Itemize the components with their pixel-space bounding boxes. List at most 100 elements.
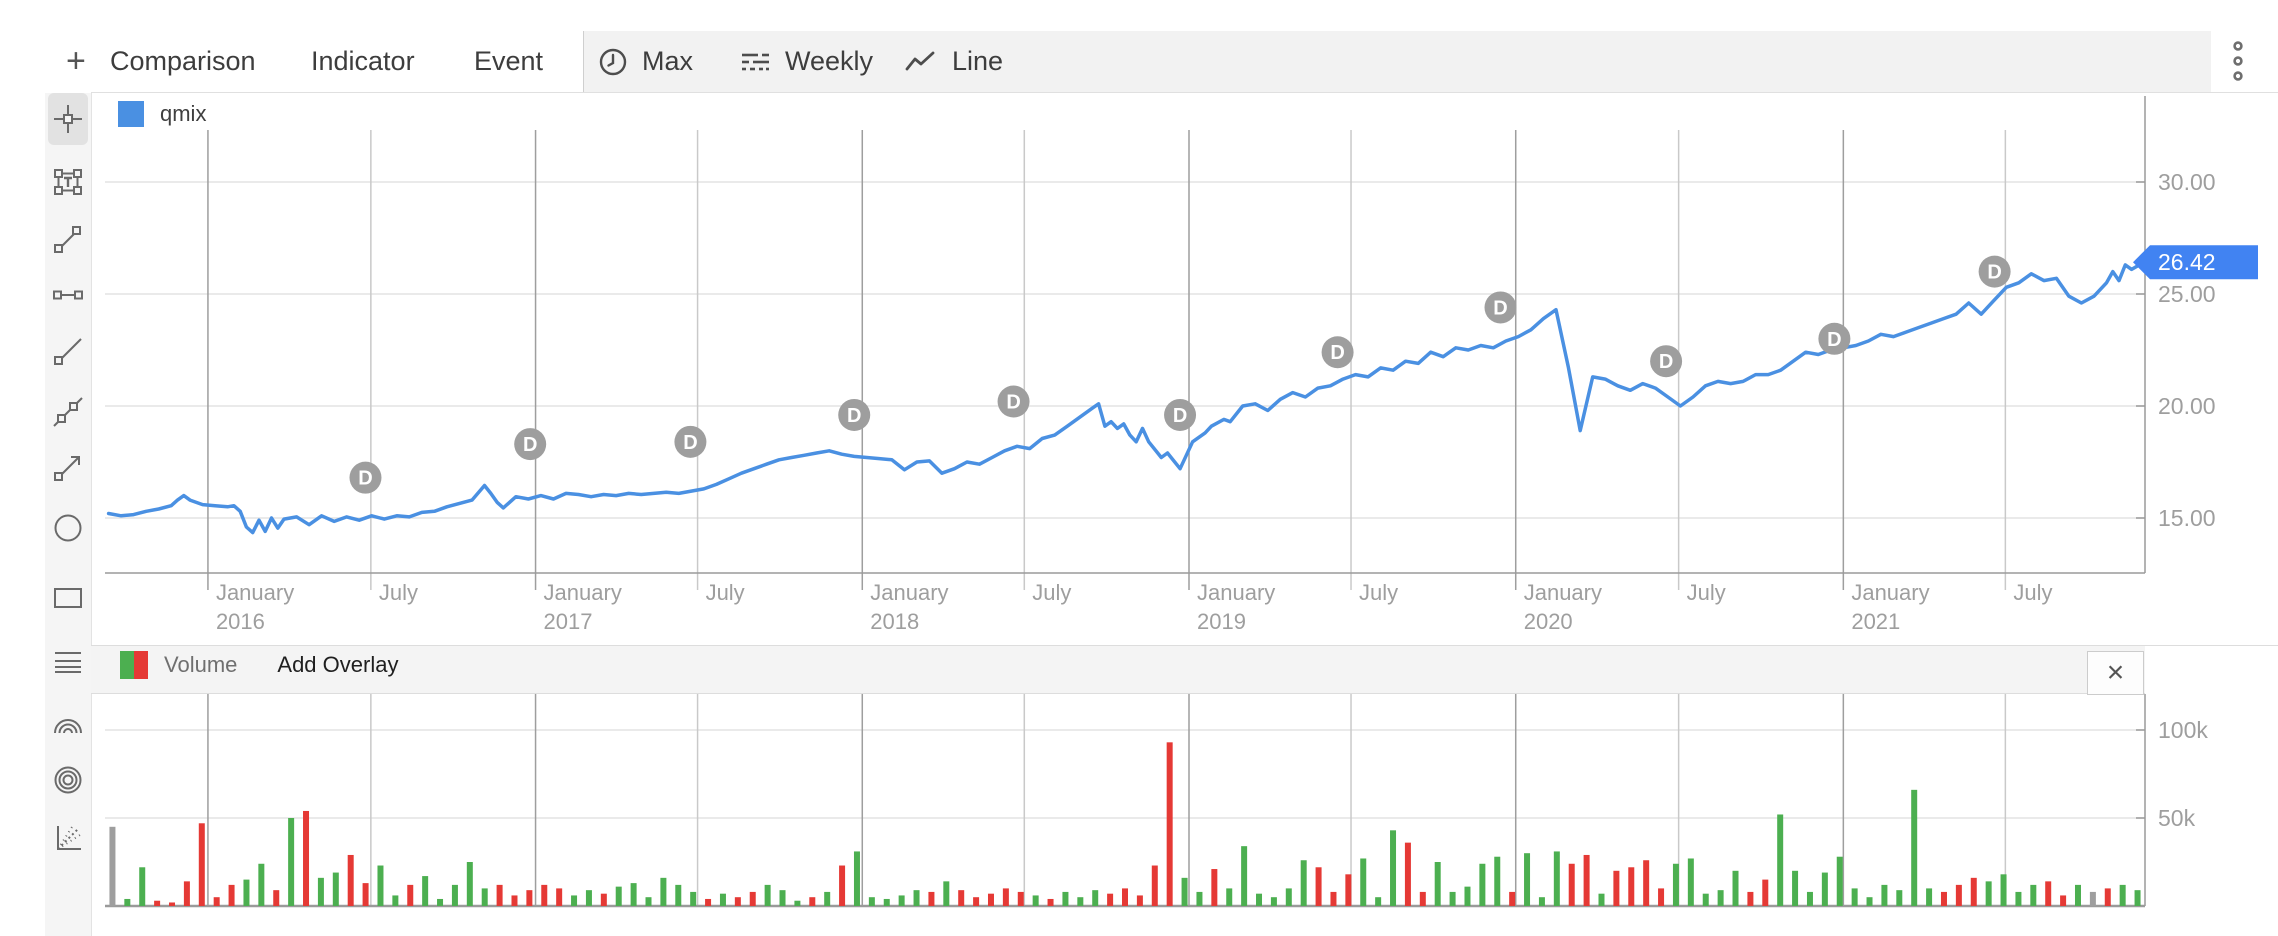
add-overlay-button[interactable]: Add Overlay <box>277 652 399 677</box>
last-price-badge <box>2133 245 2258 280</box>
kebab-menu-icon[interactable] <box>2220 38 2256 86</box>
tool-text-annotation[interactable] <box>48 160 88 204</box>
volume-bar <box>660 877 667 906</box>
chart-type-button[interactable]: Line <box>904 31 1003 92</box>
dividend-marker-letter: D <box>683 432 697 454</box>
volume-bar <box>109 826 116 906</box>
tool-fibonacci-arcs[interactable] <box>48 701 88 745</box>
volume-bar <box>437 898 444 906</box>
date-axis-tick-label: July <box>1359 580 1399 605</box>
tool-horizontal-segment[interactable] <box>48 273 88 317</box>
time-range-button[interactable]: Max <box>598 31 693 92</box>
volume-bar <box>883 898 890 906</box>
volume-legend[interactable]: Volume Add Overlay <box>120 651 398 679</box>
event-button[interactable]: Event <box>474 46 544 76</box>
volume-bar <box>1940 891 1947 906</box>
volume-bar <box>1747 891 1754 906</box>
volume-bar <box>600 893 607 906</box>
tool-rectangle[interactable] <box>48 576 88 620</box>
date-axis-tick-label: July <box>1032 580 1072 605</box>
volume-close-button[interactable]: × <box>2087 651 2144 695</box>
volume-bar <box>317 877 324 906</box>
volume-bar <box>496 884 503 906</box>
add-comparison-plus-icon[interactable]: + <box>66 42 86 80</box>
tool-gann-fan[interactable] <box>48 816 88 860</box>
volume-bar <box>1464 886 1471 906</box>
tool-trendline-segment[interactable] <box>48 218 88 262</box>
volume-bar <box>1732 870 1739 906</box>
volume-bar <box>1494 856 1501 906</box>
volume-bar <box>1226 888 1233 906</box>
volume-bar <box>764 884 771 906</box>
volume-bar <box>1449 891 1456 906</box>
volume-bar <box>2074 884 2081 906</box>
volume-bar <box>1568 863 1575 906</box>
volume-bar <box>1002 888 1009 906</box>
tool-fibonacci-retracement[interactable] <box>48 641 88 685</box>
volume-bar <box>1092 890 1099 906</box>
dividend-marker-icon <box>349 461 382 494</box>
volume-bar <box>541 884 548 906</box>
volume-bar <box>1955 884 1962 906</box>
tool-arrow[interactable] <box>48 446 88 490</box>
volume-bar <box>2104 888 2111 906</box>
volume-bar <box>1985 881 1992 906</box>
chart-type-label: Line <box>952 46 1004 76</box>
tool-extended-line[interactable] <box>48 390 88 434</box>
volume-bar <box>183 881 190 906</box>
volume-bar <box>1687 858 1694 906</box>
comparison-button[interactable]: Comparison <box>110 46 256 76</box>
volume-bar <box>615 886 622 906</box>
volume-bar <box>734 897 741 906</box>
volume-bar <box>1658 888 1665 906</box>
volume-bar <box>1613 870 1620 906</box>
price-axis-tick-label: 30.00 <box>2158 169 2216 195</box>
volume-bar <box>1509 891 1516 906</box>
volume-bar <box>1122 888 1128 906</box>
volume-bar <box>794 900 801 906</box>
date-axis-tick-label: January 2021 <box>1851 580 1930 634</box>
dividend-marker-letter: D <box>1006 392 1020 414</box>
chart-settings-bar: Max Weekly Line <box>583 31 2211 92</box>
volume-bar <box>839 865 846 906</box>
tool-crosshair[interactable] <box>48 93 88 145</box>
volume-bar <box>332 872 339 906</box>
volume-bar <box>451 884 458 906</box>
interval-button[interactable]: Weekly <box>739 31 873 92</box>
indicator-button[interactable]: Indicator <box>311 46 415 76</box>
dividend-marker-letter: D <box>1659 351 1673 373</box>
volume-bar <box>1404 842 1411 906</box>
volume-bar <box>1256 893 1263 906</box>
volume-bar <box>1196 891 1203 906</box>
tool-fibonacci-circles[interactable] <box>48 758 88 802</box>
dividend-marker-icon <box>1484 291 1517 324</box>
date-axis-tick-label: January 2017 <box>543 580 622 634</box>
volume-bar <box>526 890 533 906</box>
series-name-label: qmix <box>160 101 207 126</box>
volume-bar <box>154 900 161 906</box>
volume-bar <box>392 895 399 906</box>
volume-bar <box>1166 742 1173 906</box>
date-axis-tick-label: January 2018 <box>870 580 949 634</box>
volume-bar <box>213 897 220 906</box>
volume-bar <box>288 818 295 906</box>
volume-panel-header <box>91 645 2145 694</box>
volume-bar <box>2045 881 2052 906</box>
series-color-swatch <box>118 101 144 127</box>
volume-bar <box>973 897 980 906</box>
price-series-legend[interactable]: qmix <box>118 101 206 127</box>
date-axis-tick-label: July <box>378 580 418 605</box>
volume-bar <box>1881 884 1888 906</box>
tool-ellipse[interactable] <box>48 506 88 550</box>
volume-bar <box>1866 897 1873 906</box>
volume-bar <box>1702 893 1709 906</box>
volume-bar <box>645 897 652 906</box>
volume-bar <box>1777 814 1784 906</box>
volume-bar <box>1598 893 1605 906</box>
volume-bar <box>1643 860 1650 906</box>
volume-bar <box>1926 888 1933 906</box>
volume-bar <box>2134 890 2141 906</box>
volume-bar <box>362 883 369 906</box>
tool-ray[interactable] <box>48 330 88 374</box>
